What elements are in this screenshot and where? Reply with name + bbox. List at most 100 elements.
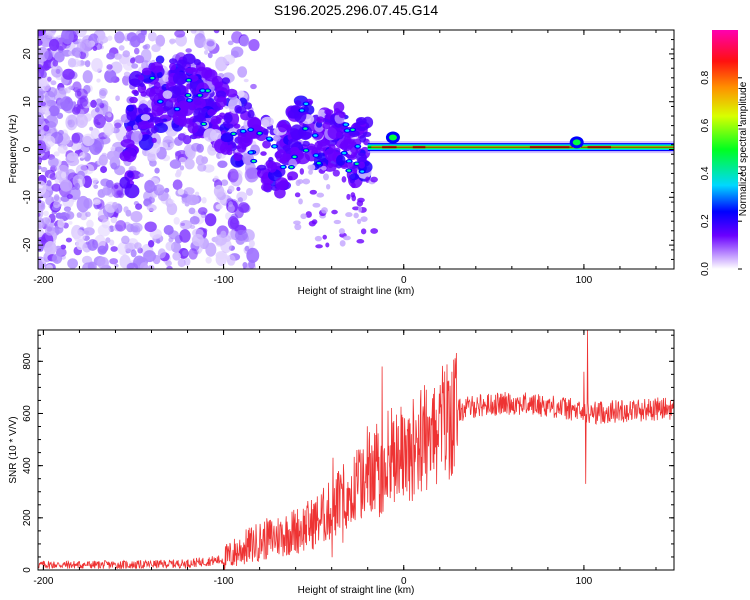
spectral-noise-blob <box>44 135 56 148</box>
spectral-noise-blob <box>107 35 113 41</box>
spectral-emission-blob <box>282 144 291 151</box>
spectral-emission-blob <box>187 67 198 75</box>
spectral-noise-blob <box>91 57 103 73</box>
spectral-noise-blob <box>130 249 137 258</box>
spectral-noise-blob <box>53 51 65 63</box>
spectral-noise-blob <box>174 30 186 38</box>
spectral-hotspot <box>241 130 246 133</box>
spectral-noise-blob <box>58 249 64 256</box>
spectral-noise-blob <box>215 204 223 210</box>
spectral-noise-blob <box>204 50 209 55</box>
spectral-hotspot <box>186 79 191 82</box>
spectral-noise-blob <box>68 220 73 225</box>
spectral-noise-blob <box>97 245 107 255</box>
spectral-hotspot <box>175 107 180 111</box>
spectral-noise-blob <box>67 258 78 269</box>
spectral-noise-blob <box>100 166 108 174</box>
colorbar-tick-label: 0.8 <box>700 70 711 84</box>
spectral-emission-blob <box>221 77 231 85</box>
spectral-hotspot <box>388 134 397 141</box>
spectral-noise-blob <box>308 220 316 227</box>
spectral-emission-blob <box>126 104 135 112</box>
snr-background <box>38 330 674 570</box>
spectral-hotspot <box>231 132 236 136</box>
spectral-noise-blob <box>203 228 208 233</box>
spectral-noise-blob <box>321 165 327 171</box>
spectral-noise-blob <box>83 227 95 236</box>
spectral-noise-blob <box>182 134 192 145</box>
spectral-emission-blob <box>139 82 145 88</box>
spectral-noise-blob <box>215 252 227 267</box>
spectral-noise-blob <box>98 154 108 166</box>
spectral-noise-blob <box>53 86 67 103</box>
spectral-hotspot <box>267 137 272 140</box>
snr-series-line <box>38 330 674 570</box>
spectral-noise-blob <box>147 239 155 248</box>
spectral-noise-blob <box>356 218 362 225</box>
spectral-noise-blob <box>323 173 329 181</box>
spectral-noise-blob <box>43 124 50 132</box>
spectral-noise-blob <box>356 239 365 244</box>
spectrogram-heatmap <box>38 30 674 269</box>
spectral-noise-blob <box>173 216 180 225</box>
spectral-emission-blob <box>273 134 281 142</box>
spectral-noise-blob <box>239 35 250 47</box>
spectral-emission-blob <box>274 187 286 199</box>
spectral-noise-blob <box>53 194 60 202</box>
spectral-hotspot <box>289 165 294 169</box>
spectral-noise-blob <box>43 210 49 217</box>
spectral-noise-blob <box>114 31 125 44</box>
spectral-noise-blob <box>39 129 45 136</box>
spectral-noise-blob <box>227 204 235 213</box>
spectral-noise-blob <box>172 252 181 261</box>
spectral-noise-blob <box>38 63 43 71</box>
spectral-noise-blob <box>57 218 65 228</box>
spectral-noise-blob <box>74 182 81 191</box>
spectral-noise-blob <box>90 99 97 108</box>
spectral-noise-blob <box>38 30 46 37</box>
spectral-emission-blob <box>156 71 163 79</box>
y-tick-label: 0 <box>22 567 33 573</box>
spectral-noise-blob <box>38 165 42 170</box>
spectral-emission-blob <box>324 148 337 161</box>
spectral-noise-blob <box>47 76 52 82</box>
spectral-noise-blob <box>305 211 312 218</box>
spectral-noise-blob <box>38 180 47 196</box>
spectral-noise-blob <box>94 42 103 51</box>
spectral-noise-blob <box>143 250 157 263</box>
spectral-noise-blob <box>351 182 356 189</box>
spectral-noise-blob <box>79 51 87 60</box>
snr-ylabel: SNR (10 * V/V) <box>8 416 19 483</box>
spectral-noise-blob <box>109 258 119 265</box>
spectral-noise-blob <box>54 245 62 251</box>
spectral-emission-blob <box>333 108 341 116</box>
spectral-noise-blob <box>315 244 323 249</box>
spectral-noise-blob <box>179 220 193 230</box>
spectral-noise-blob <box>370 176 378 183</box>
spectrogram-xlabel: Height of straight line (km) <box>298 286 415 297</box>
spectral-noise-blob <box>63 206 72 212</box>
spectral-noise-blob <box>44 241 57 256</box>
spectral-hotspot <box>185 94 190 97</box>
spectral-noise-blob <box>44 226 56 236</box>
spectral-noise-blob <box>300 213 307 220</box>
spectral-noise-blob <box>139 262 149 269</box>
y-tick-label: 0 <box>22 146 33 152</box>
spectral-noise-blob <box>111 182 124 199</box>
spectral-emission-blob <box>150 126 158 134</box>
spectral-emission-blob <box>216 96 227 108</box>
spectral-noise-blob <box>312 202 321 208</box>
spectral-noise-blob <box>89 126 94 131</box>
spectral-noise-blob <box>70 142 82 151</box>
spectral-emission-blob <box>245 131 258 139</box>
spectral-emission-blob <box>322 122 331 130</box>
spectral-hotspot <box>347 160 352 163</box>
snr-panel: -200 -100 0 100 0 200 400 600 800 Height of stra… <box>8 329 675 596</box>
spectral-noise-blob <box>74 51 81 59</box>
spectral-noise-blob <box>227 216 239 230</box>
spectral-noise-blob <box>295 179 301 187</box>
spectral-noise-blob <box>140 48 152 63</box>
spectral-emission-blob <box>362 131 372 138</box>
spectral-hotspot <box>354 162 359 165</box>
spectral-hotspot <box>201 122 206 126</box>
